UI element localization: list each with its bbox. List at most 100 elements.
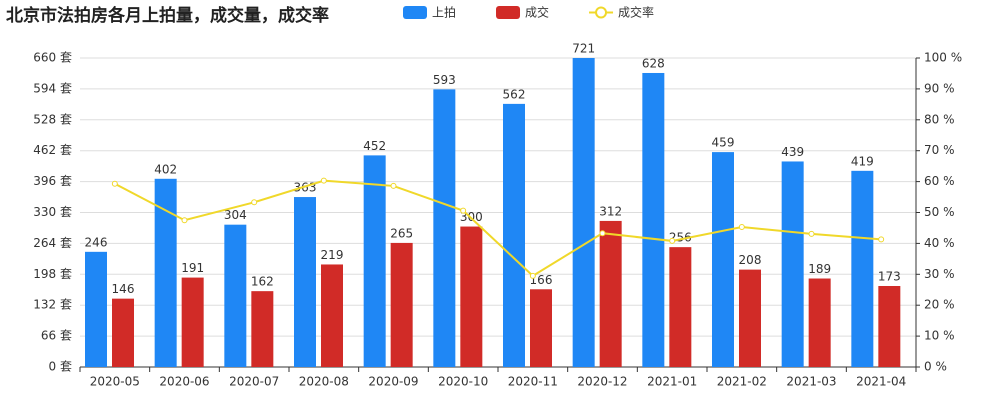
x-tick-label: 2020-06 bbox=[159, 375, 209, 389]
y2-tick-label: 70 % bbox=[924, 143, 955, 157]
bar bbox=[294, 197, 316, 367]
y-tick-label: 0 套 bbox=[49, 360, 72, 374]
line-point bbox=[111, 180, 118, 187]
plot-area bbox=[85, 58, 901, 367]
data-label: 452 bbox=[363, 139, 386, 153]
bar bbox=[642, 72, 665, 367]
line-point bbox=[181, 217, 188, 224]
line-point bbox=[808, 230, 815, 237]
line-point bbox=[669, 237, 676, 244]
x-tick-label: 2020-11 bbox=[508, 375, 558, 389]
data-label: 219 bbox=[321, 248, 344, 262]
y-tick-label: 132 套 bbox=[33, 298, 72, 312]
bar bbox=[321, 264, 343, 367]
y-tick-label: 330 套 bbox=[33, 205, 72, 219]
line-point bbox=[460, 207, 467, 214]
y2-tick-label: 50 % bbox=[924, 205, 955, 219]
y-tick-label: 198 套 bbox=[33, 267, 72, 281]
line-point bbox=[529, 272, 536, 279]
bar bbox=[669, 247, 692, 367]
bar bbox=[530, 289, 552, 367]
data-label: 304 bbox=[224, 208, 247, 222]
data-label: 439 bbox=[781, 145, 804, 159]
y-tick-label: 660 套 bbox=[33, 51, 72, 65]
bar bbox=[251, 291, 274, 367]
data-label: 562 bbox=[503, 87, 526, 101]
bar bbox=[878, 286, 901, 367]
bar bbox=[739, 269, 761, 367]
legend-swatch bbox=[595, 6, 608, 19]
bar bbox=[851, 170, 874, 367]
y-tick-label: 66 套 bbox=[41, 329, 72, 343]
bar bbox=[433, 89, 456, 367]
bar bbox=[154, 178, 177, 367]
y-tick-label: 396 套 bbox=[33, 174, 72, 188]
line-point bbox=[878, 236, 885, 243]
y2-tick-label: 30 % bbox=[924, 267, 955, 281]
bar bbox=[181, 277, 204, 367]
bar bbox=[85, 251, 107, 367]
y2-tick-label: 60 % bbox=[924, 174, 955, 188]
line-point bbox=[251, 199, 258, 206]
line bbox=[114, 179, 882, 278]
chart-title: 北京市法拍房各月上拍量，成交量，成交率 bbox=[6, 5, 329, 26]
bar bbox=[224, 224, 247, 367]
legend-swatch bbox=[496, 6, 521, 19]
data-label: 146 bbox=[112, 282, 135, 296]
y2-tick-label: 100 % bbox=[924, 51, 962, 65]
data-label: 189 bbox=[808, 262, 831, 276]
y-tick-label: 594 套 bbox=[33, 81, 72, 95]
bar bbox=[712, 152, 734, 367]
x-tick-label: 2020-07 bbox=[229, 375, 279, 389]
line-point bbox=[738, 224, 745, 231]
line-point bbox=[320, 177, 327, 184]
y2-tick-label: 80 % bbox=[924, 112, 955, 126]
legend-label: 成交率 bbox=[618, 5, 654, 20]
line-point bbox=[390, 182, 397, 189]
data-label: 459 bbox=[712, 136, 735, 150]
x-tick-label: 2020-09 bbox=[368, 375, 418, 389]
data-label: 208 bbox=[739, 253, 762, 267]
x-tick-label: 2021-04 bbox=[856, 375, 906, 389]
data-label: 628 bbox=[642, 56, 665, 70]
x-tick-label: 2021-03 bbox=[786, 375, 836, 389]
y2-tick-label: 10 % bbox=[924, 329, 955, 343]
x-tick-label: 2020-05 bbox=[90, 375, 140, 389]
data-label: 593 bbox=[433, 73, 456, 87]
x-tick-label: 2020-12 bbox=[577, 375, 627, 389]
bar bbox=[112, 298, 134, 367]
y2-tick-label: 40 % bbox=[924, 236, 955, 250]
bar bbox=[572, 58, 595, 367]
y2-tick-label: 20 % bbox=[924, 298, 955, 312]
line-point bbox=[599, 230, 606, 237]
bar bbox=[503, 103, 525, 367]
x-tick-label: 2020-08 bbox=[299, 375, 349, 389]
x-tick-label: 2020-10 bbox=[438, 375, 488, 389]
x-tick-label: 2021-01 bbox=[647, 375, 697, 389]
data-label: 402 bbox=[154, 162, 177, 176]
y2-tick-label: 0 % bbox=[924, 360, 947, 374]
data-label: 191 bbox=[181, 261, 204, 275]
data-label: 246 bbox=[85, 235, 108, 249]
bar bbox=[808, 278, 831, 367]
bar bbox=[599, 220, 622, 367]
legend-swatch bbox=[403, 6, 427, 19]
data-label: 265 bbox=[390, 226, 413, 240]
y2-tick-label: 90 % bbox=[924, 81, 955, 95]
data-label: 162 bbox=[251, 275, 274, 289]
data-label: 173 bbox=[878, 270, 901, 284]
y-tick-label: 462 套 bbox=[33, 143, 72, 157]
legend-label: 上拍 bbox=[432, 5, 456, 20]
bar bbox=[363, 155, 386, 367]
bar bbox=[390, 242, 413, 367]
legend-label: 成交 bbox=[525, 5, 549, 20]
x-tick-label: 2021-02 bbox=[717, 375, 767, 389]
bar bbox=[781, 161, 804, 367]
data-label: 419 bbox=[851, 154, 874, 168]
data-label: 312 bbox=[599, 204, 622, 218]
data-label: 721 bbox=[572, 42, 595, 56]
y-tick-label: 528 套 bbox=[33, 112, 72, 126]
y-tick-label: 264 套 bbox=[33, 236, 72, 250]
bar bbox=[460, 226, 483, 367]
